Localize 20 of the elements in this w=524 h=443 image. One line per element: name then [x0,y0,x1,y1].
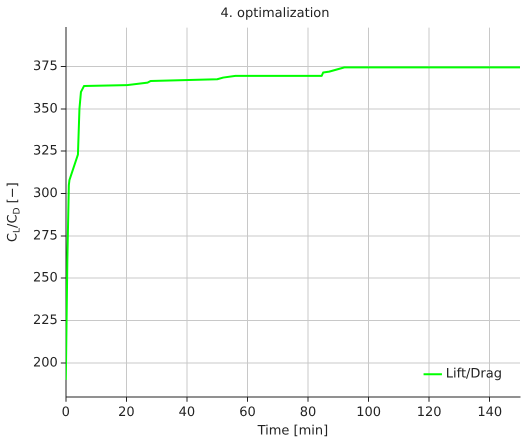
y-tick-label: 250 [32,270,58,286]
legend-label: Lift/Drag [446,366,502,382]
x-tick-label: 140 [477,404,502,420]
x-tick-label: 100 [356,404,382,420]
x-tick-label: 0 [62,404,70,420]
x-axis-title: Time [min] [256,424,328,439]
y-tick-label: 375 [32,58,58,74]
x-tick-label: 40 [178,404,196,420]
y-tick-label: 325 [32,144,58,159]
chart-title: 4. optimalization [220,6,330,22]
y-axis-title: CL/CD [−] [5,182,22,242]
x-tick-label: 20 [118,404,135,420]
y-tick-label: 200 [32,355,58,370]
x-tick-label: 60 [239,404,256,420]
y-tick-label: 225 [32,312,58,328]
x-tick-label: 80 [300,404,316,420]
y-tick-label: 275 [32,228,58,244]
y-tick-label: 300 [32,186,58,201]
x-tick-label: 120 [416,404,442,420]
y-tick-label: 350 [32,101,58,116]
